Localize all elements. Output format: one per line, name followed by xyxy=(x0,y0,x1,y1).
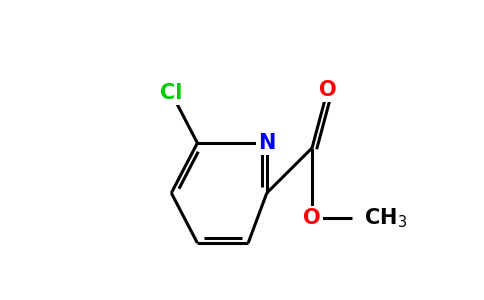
Text: N: N xyxy=(258,133,275,153)
Text: CH$_3$: CH$_3$ xyxy=(364,206,408,230)
Text: O: O xyxy=(303,208,321,228)
Text: Cl: Cl xyxy=(160,83,182,103)
Text: O: O xyxy=(319,80,336,100)
